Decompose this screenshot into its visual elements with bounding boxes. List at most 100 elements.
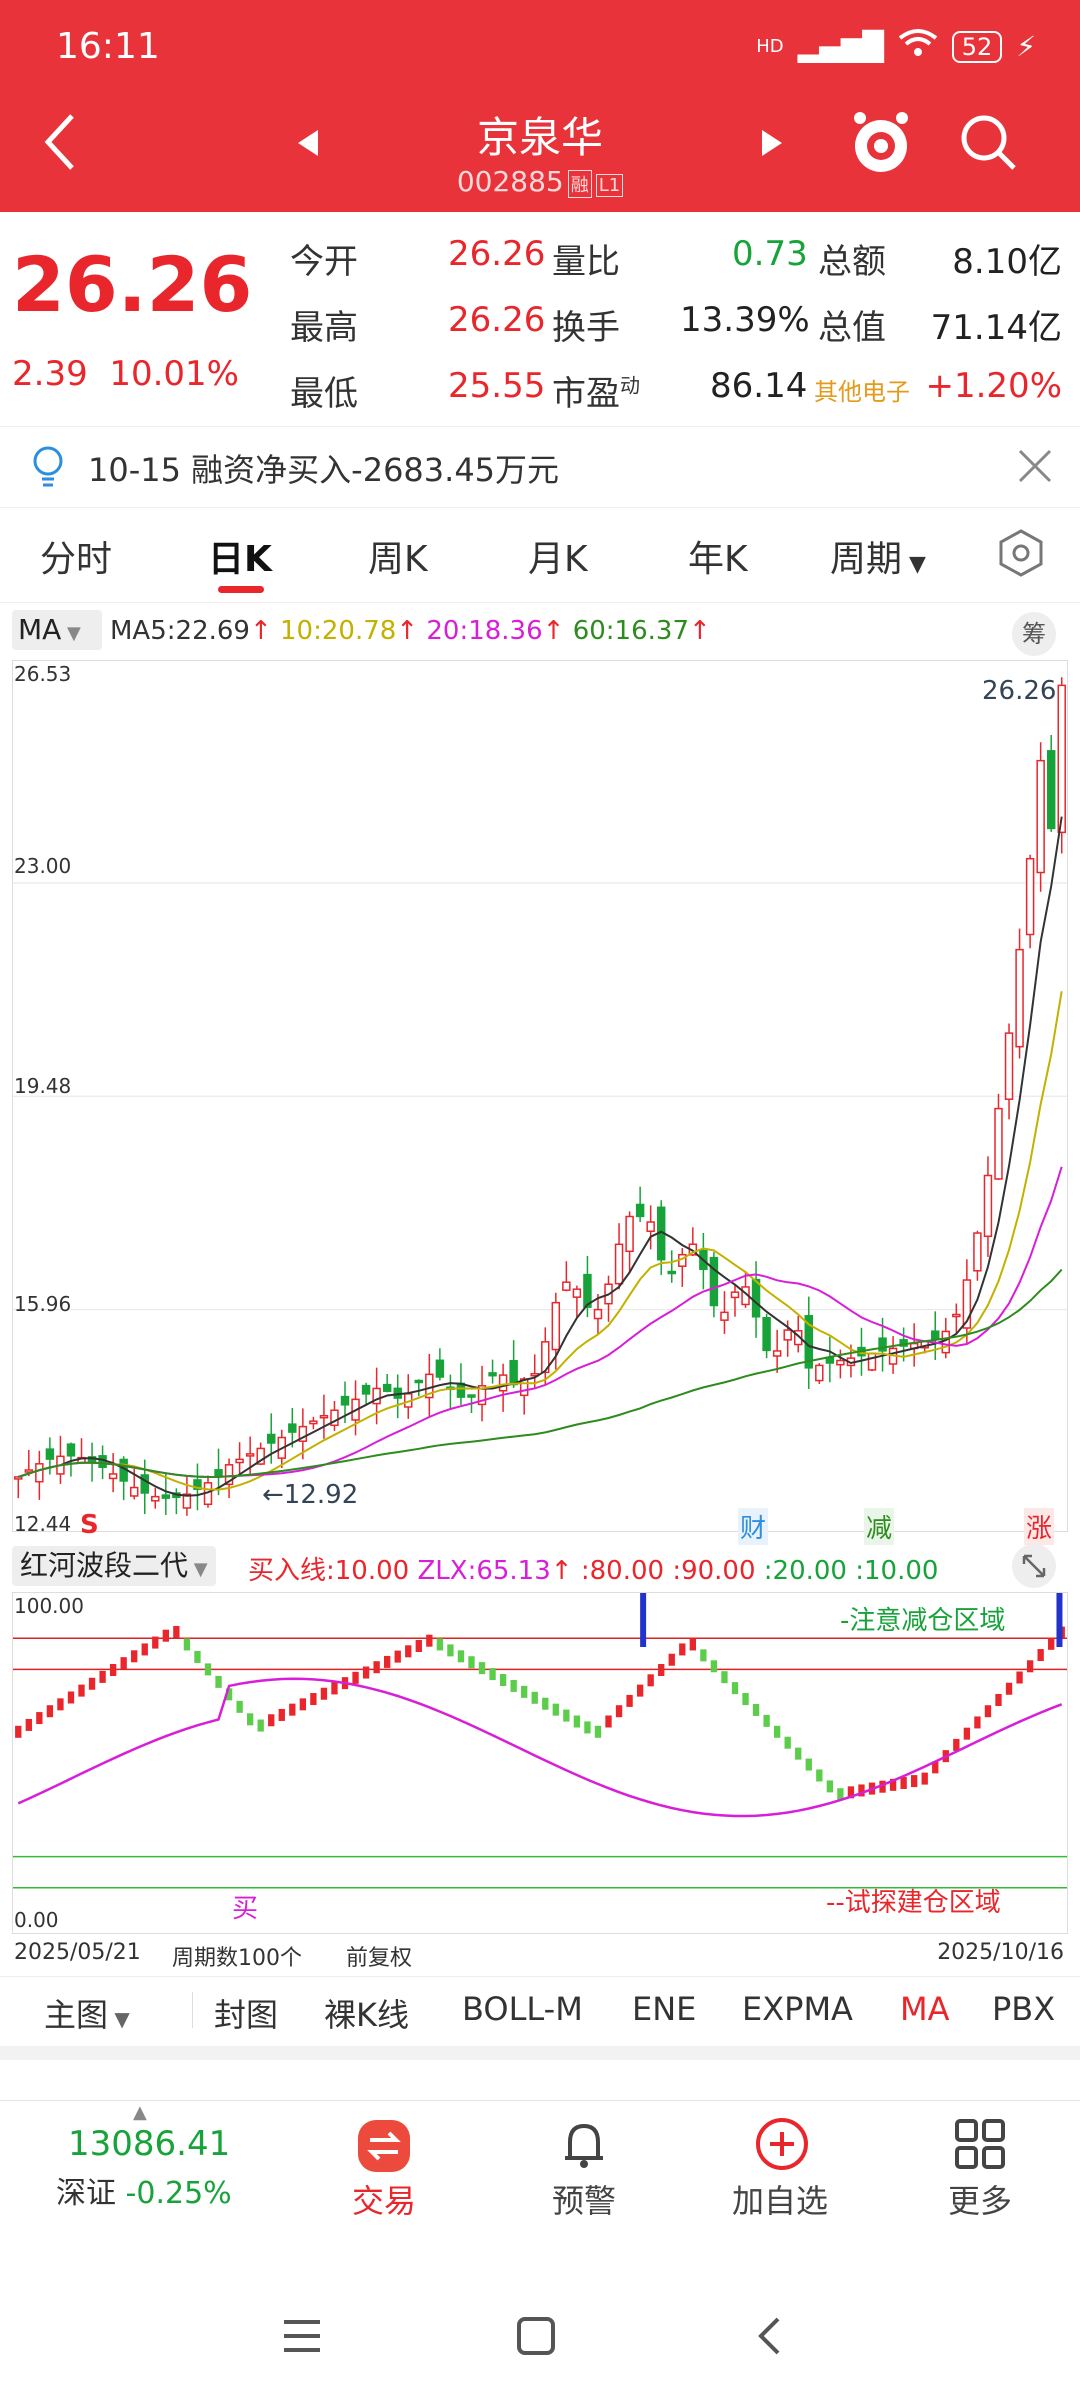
indicator-bar <box>752 1703 760 1716</box>
candle-body <box>425 1373 434 1399</box>
trade-icon[interactable] <box>356 2118 412 2178</box>
indicator-bar <box>162 1629 169 1642</box>
bell-icon[interactable] <box>556 2116 612 2176</box>
tab-weekly[interactable]: 周K <box>368 539 428 580</box>
tab-daily[interactable]: 日K <box>208 539 272 580</box>
candle-body <box>498 1374 508 1392</box>
y-tick-4: 12.44 <box>14 1512 72 1536</box>
indicator-bar <box>858 1784 865 1797</box>
nav-add-watch-label[interactable]: 加自选 <box>732 2182 829 2220</box>
ma-line <box>17 816 1063 1497</box>
grid-icon[interactable] <box>954 2118 1006 2174</box>
low-price-label: ←12.92 <box>262 1480 359 1510</box>
indicator-bar <box>499 1674 507 1687</box>
candle-body <box>467 1394 476 1398</box>
indicator-bar <box>879 1780 886 1793</box>
indicator-bar <box>626 1694 633 1707</box>
build-zone-label: --试探建仓区域 <box>826 1888 1001 1918</box>
lightbulb-icon <box>30 445 66 493</box>
next-stock-button[interactable] <box>760 128 784 162</box>
indicator-bar <box>805 1758 812 1771</box>
tab-period[interactable]: 周期 ▼ <box>830 530 926 582</box>
tab-intraday[interactable]: 分时 <box>40 539 113 580</box>
indicator-bar <box>1037 1649 1044 1662</box>
tab-ma[interactable]: MA <box>900 1990 950 2028</box>
sector-name[interactable]: 其他电子 <box>814 378 910 406</box>
candle-body <box>762 1316 771 1352</box>
adjust-mode[interactable]: 前复权 <box>346 1946 413 1971</box>
indicator-bar <box>478 1662 486 1675</box>
back-button[interactable] <box>42 112 76 176</box>
nav-trade-label[interactable]: 交易 <box>352 2182 417 2220</box>
back-nav-icon[interactable] <box>756 2316 782 2360</box>
tab-main-chart[interactable]: 主图 ▼ <box>44 1996 130 2034</box>
index-pct: -0.25% <box>125 2176 232 2211</box>
home-nav-icon[interactable] <box>516 2316 556 2360</box>
mascot-icon[interactable] <box>850 108 912 182</box>
candle-body <box>224 1464 234 1486</box>
candle-body <box>572 1288 582 1298</box>
add-circle-icon[interactable] <box>754 2116 810 2176</box>
tab-naked-k[interactable]: 裸K线 <box>324 1996 409 2034</box>
ma-line <box>17 991 1063 1491</box>
close-icon[interactable] <box>1016 447 1054 489</box>
label-volume-ratio: 量比 <box>552 242 620 282</box>
index-value[interactable]: 13086.41 <box>68 2124 231 2164</box>
indicator-bar <box>795 1747 802 1760</box>
indicator-bar <box>721 1671 728 1684</box>
indicator-bar <box>710 1660 718 1673</box>
indicator-bar <box>299 1698 307 1711</box>
ma-values: MA5:22.69↑ 10:20.78↑ 20:18.36↑ 60:16.37↑ <box>110 616 711 646</box>
label-pe-sup: 动 <box>620 373 640 398</box>
tab-monthly[interactable]: 月K <box>528 539 588 580</box>
indicator-bar <box>320 1687 328 1700</box>
nav-more-label[interactable]: 更多 <box>948 2182 1013 2220</box>
tab-fengtu[interactable]: 封图 <box>214 1996 279 2034</box>
indicator-chart[interactable] <box>12 1592 1068 1934</box>
kline-chart[interactable] <box>12 660 1068 1532</box>
candle-body <box>182 1493 192 1509</box>
current-price: 26.26 <box>12 240 253 329</box>
indicator-bar <box>236 1700 243 1713</box>
tab-boll-m[interactable]: BOLL-M <box>462 1990 583 2028</box>
tab-expma[interactable]: EXPMA <box>742 1990 853 2028</box>
tab-divider <box>192 1992 193 2028</box>
indicator-bar <box>278 1708 285 1721</box>
status-time: 16:11 <box>56 26 160 67</box>
tab-yearly[interactable]: 年K <box>688 539 748 580</box>
y-tick-3: 15.96 <box>14 1292 72 1316</box>
tab-ene[interactable]: ENE <box>632 1990 697 2028</box>
candle-body <box>45 1448 55 1460</box>
tab-pbx[interactable]: PBX <box>992 1990 1056 2028</box>
search-icon[interactable] <box>958 112 1018 176</box>
indicator-name: 红河波段二代 <box>20 1549 189 1582</box>
menu-nav-icon[interactable] <box>282 2318 322 2358</box>
ma-selector[interactable]: MA ▼ <box>12 610 102 650</box>
notice-bar[interactable]: 10-15 融资净买入-2683.45万元 <box>0 426 1080 508</box>
prev-stock-button[interactable] <box>296 128 320 162</box>
s-marker[interactable]: S <box>80 1510 99 1540</box>
nav-alert-label[interactable]: 预警 <box>552 2182 617 2220</box>
indicator-selector[interactable]: 红河波段二代 ▼ <box>12 1546 216 1586</box>
expand-icon[interactable] <box>1012 1544 1056 1588</box>
settings-hexagon-icon[interactable] <box>996 528 1046 582</box>
label-open: 今开 <box>290 242 358 282</box>
indicator-bar <box>974 1716 981 1729</box>
stock-code: 002885 融 L1 <box>0 165 1080 198</box>
indicator-bar <box>584 1721 591 1734</box>
finance-marker[interactable]: 财 <box>738 1508 769 1545</box>
indicator-bar <box>932 1761 939 1774</box>
indicator-bar <box>668 1653 675 1666</box>
chevron-up-icon[interactable]: ▲ <box>133 2102 147 2123</box>
index-info[interactable]: 深证 -0.25% <box>56 2168 232 2212</box>
indicator-bar <box>257 1719 264 1732</box>
indicator-bar <box>1026 1660 1034 1673</box>
limit-up-marker[interactable]: 涨 <box>1024 1508 1055 1545</box>
indicator-bar <box>1016 1671 1023 1684</box>
indicator-bar <box>36 1712 43 1725</box>
indicator-bar <box>605 1715 612 1728</box>
indicator-bar <box>246 1713 254 1726</box>
chip-distribution-button[interactable]: 筹 <box>1012 612 1056 656</box>
reduce-marker[interactable]: 减 <box>864 1508 895 1545</box>
tab-period-label: 周期 <box>830 539 903 580</box>
